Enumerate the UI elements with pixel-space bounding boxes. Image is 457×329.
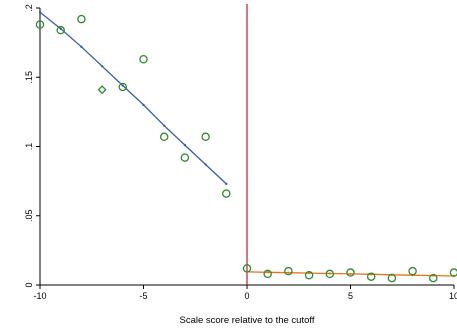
data-point <box>304 271 314 280</box>
data-point <box>387 273 397 283</box>
data-point <box>77 14 86 24</box>
left-fit-marker <box>100 64 104 68</box>
data-point <box>35 20 45 29</box>
left-fit-marker <box>163 124 166 127</box>
axes <box>36 7 455 289</box>
data-point <box>180 153 190 162</box>
data-point <box>429 273 438 283</box>
x-tick-label: 5 <box>348 291 353 301</box>
right-fit-marker <box>287 271 290 274</box>
right-fit-marker <box>307 271 311 275</box>
data-point <box>408 266 417 276</box>
data-point <box>56 25 65 35</box>
left-fit-marker <box>121 84 125 87</box>
y-tick-label: 0 <box>24 282 34 287</box>
data-point <box>242 264 252 273</box>
y-tick-label: .1 <box>24 143 34 151</box>
left-fit-marker <box>204 163 207 166</box>
left-fit-marker <box>38 10 42 14</box>
data-point <box>284 266 293 276</box>
left-fit-marker <box>80 45 83 48</box>
right-fit-marker <box>266 271 269 274</box>
data-points <box>35 14 457 283</box>
data-point <box>263 269 272 279</box>
left-fit-line <box>39 11 227 185</box>
left-fit-marker <box>183 143 187 147</box>
x-tick-label: 0 <box>244 291 249 301</box>
data-point <box>325 269 335 279</box>
data-point <box>366 272 376 281</box>
data-point <box>201 132 210 142</box>
data-point <box>449 268 457 277</box>
right-fit-marker <box>328 272 331 275</box>
tick-labels: -10 -5 0 5 10 0 .05 .1 .15 .2 <box>24 4 457 301</box>
fit-lines <box>38 10 456 278</box>
data-point <box>222 189 231 198</box>
x-tick-label: -10 <box>33 291 46 301</box>
left-fit-marker <box>59 27 62 30</box>
data-point <box>346 268 355 277</box>
x-tick-label: -5 <box>139 291 147 301</box>
x-axis-title: Scale score relative to the cutoff <box>179 315 314 326</box>
left-fit-marker <box>142 103 145 107</box>
data-point <box>159 132 169 142</box>
data-point <box>118 82 128 92</box>
x-tick-label: 10 <box>449 291 457 301</box>
data-point <box>139 54 148 64</box>
y-tick-label: .2 <box>24 4 34 12</box>
y-tick-label: .05 <box>24 209 34 222</box>
left-fit-marker <box>225 182 228 186</box>
right-fit-marker <box>349 272 352 276</box>
data-point <box>97 85 107 95</box>
y-tick-label: .15 <box>24 71 34 84</box>
